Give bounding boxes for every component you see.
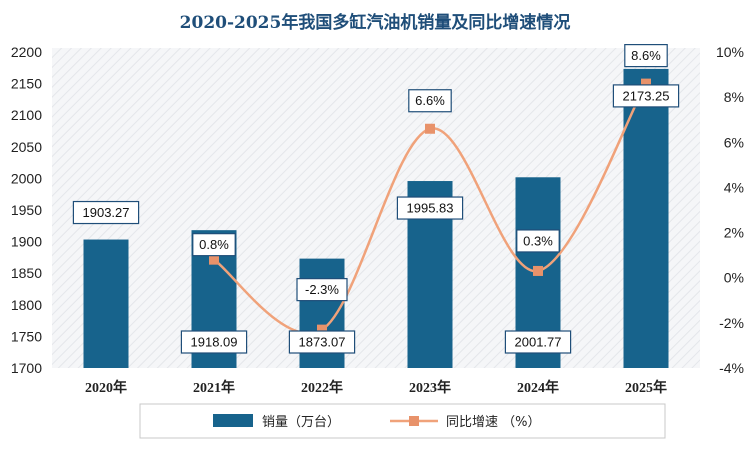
y2-tick-label: 10% [716,44,744,60]
y2-tick-label: 8% [724,89,744,105]
bar-value-label-box [72,200,140,225]
bar [83,239,129,368]
plot-area [52,48,700,368]
line-marker [641,78,651,89]
y2-tick-label: -4% [719,360,744,376]
growth-value-label-box [192,233,236,257]
bar-value-label: 1995.83 [407,201,454,216]
growth-value-label: 6.6% [415,93,445,108]
y-tick-label: 2100 [11,107,42,123]
legend-line-label: 同比增速 （%） [446,415,541,430]
legend-bar-swatch [213,414,253,427]
y-tick-label: 2050 [11,139,42,155]
x-axis: 2020年 2021年 2022年 2023年 2024年 2025年 [85,379,667,396]
data-labels: 1903.27 1918.09 1873.07 1995.83 2001.77 2173.… [72,43,680,354]
legend-line-marker [409,416,419,426]
chart-title: 2020-2025年我国多缸汽油机销量及同比增速情况 [180,12,571,33]
x-tick-label: 2025年 [625,379,667,396]
bar [623,68,669,368]
bar-value-label-box [180,330,248,354]
y-tick-label: 2000 [11,170,42,186]
y2-tick-label: 4% [724,179,744,195]
bar-value-label: 2173.25 [623,88,670,103]
y-tick-label: 1750 [11,328,42,344]
y2-tick-label: 2% [724,225,744,241]
y-tick-label: 1800 [11,297,42,313]
growth-value-label: -2.3% [305,282,339,297]
growth-value-label-box [624,43,668,68]
y2-tick-label: 0% [724,270,744,286]
line-marker [209,254,219,265]
legend-bar-label: 销量（万台） [262,415,340,430]
y-axis-left: 1700 1750 1800 1850 1900 1950 2000 2050 2100 2150… [11,44,42,376]
y-tick-label: 2150 [11,76,42,92]
growth-value-label: 0.8% [199,237,229,252]
y-tick-label: 1700 [11,360,42,376]
bar-value-label: 2001.77 [515,335,562,350]
y-tick-label: 2200 [11,44,42,60]
legend: 销量（万台） 同比增速 （%） [139,403,666,439]
bar-value-label: 1903.27 [83,205,130,220]
y-tick-label: 1850 [11,265,42,281]
y2-tick-label: 6% [724,134,744,150]
bar-value-label-box [288,330,356,354]
x-tick-label: 2024年 [517,379,559,396]
growth-value-label-box [296,278,348,302]
line-marker [425,123,435,134]
line-marker [317,324,327,335]
line-marker [533,265,543,276]
x-tick-label: 2021年 [193,379,235,396]
x-tick-label: 2023年 [409,379,451,396]
y-axis-right: -4% -2% 0% 2% 4% 6% 8% 10% [716,44,744,376]
x-tick-label: 2022年 [301,379,343,396]
y2-tick-label: -2% [719,315,744,331]
bar-value-label: 1918.09 [191,335,238,350]
growth-value-label: 0.3% [523,233,553,248]
bar-value-label-box [504,330,572,354]
growth-value-label-box [516,229,560,253]
bar-value-label: 1873.07 [299,335,346,350]
bar-value-label-box [396,196,464,220]
growth-value-label: 8.6% [631,48,661,63]
y-tick-label: 1900 [11,234,42,250]
bar-value-label-box [612,84,680,108]
x-tick-label: 2020年 [85,379,127,396]
y-tick-label: 1950 [11,202,42,218]
growth-value-label-box [408,89,452,113]
